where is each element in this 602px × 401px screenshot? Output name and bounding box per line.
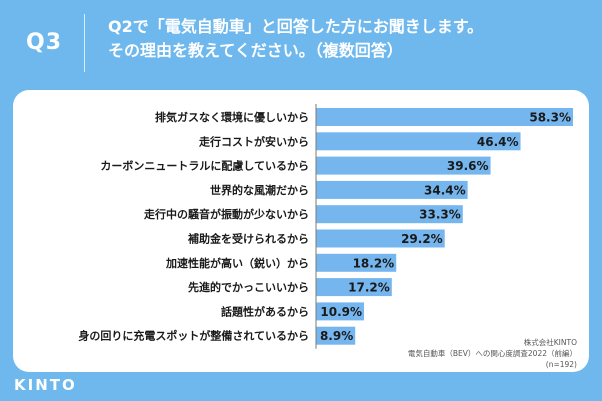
bar-chart: 排気ガスなく環境に優しいから 58.3% 走行コストが安いから 46.4% カーボンニュ… [78, 104, 573, 349]
category-label-7: 加速性能が高い（鋭い）から [165, 256, 309, 270]
value-label-2: 46.4% [477, 135, 519, 149]
source-note: 株式会社KINTO 電気自動車（BEV）への関心度調査2022（前編） (n=1… [408, 337, 577, 370]
category-label-8: 先進的でかっこいいから [188, 280, 309, 294]
value-label-10: 8.9% [320, 329, 353, 343]
bar-5 [316, 205, 463, 224]
category-label-4: 世界的な風潮だから [210, 183, 309, 197]
question-number: Q3 [26, 30, 63, 55]
category-label-5: 走行中の騒音が振動が少ないから [143, 207, 309, 221]
value-label-8: 17.2% [348, 281, 390, 295]
source-sample: (n=192) [545, 360, 577, 369]
bar-4 [316, 180, 468, 199]
bar-9 [316, 302, 365, 321]
bar-7 [316, 253, 397, 272]
bar-10 [316, 326, 356, 345]
category-label-6: 補助金を受けられるから [187, 232, 309, 246]
bar-1 [316, 108, 573, 126]
value-label-7: 18.2% [353, 256, 395, 270]
header-divider [84, 14, 85, 72]
question-title-line-2: その理由を教えてください。（複数回答） [108, 41, 403, 60]
bars-layer: 排気ガスなく環境に優しいから 58.3% 走行コストが安いから 46.4% カーボンニュ… [78, 108, 573, 345]
question-title: Q2で「電気自動車」と回答した方にお聞きします。 その理由を教えてください。（複… [108, 15, 588, 63]
bar-8 [316, 278, 392, 297]
kinto-logo: KINTO [14, 376, 77, 394]
bar-3 [316, 156, 491, 175]
value-label-4: 34.4% [424, 183, 466, 197]
category-label-10: 身の回りに充電スポットが整備されているから [78, 329, 309, 343]
value-label-3: 39.6% [447, 159, 489, 173]
category-label-2: 走行コストが安いから [198, 134, 309, 148]
source-survey: 電気自動車（BEV）への関心度調査2022（前編） [407, 349, 577, 358]
category-label-9: 話題性があるから [221, 304, 309, 318]
category-label-3: カーボンニュートラルに配慮しているから [100, 159, 309, 173]
question-title-line-1: Q2で「電気自動車」と回答した方にお聞きします。 [108, 17, 484, 36]
chart-panel: 排気ガスなく環境に優しいから 58.3% 走行コストが安いから 46.4% カーボンニュ… [13, 90, 589, 372]
value-label-6: 29.2% [401, 232, 443, 246]
value-label-9: 10.9% [320, 305, 362, 319]
header: Q3 Q2で「電気自動車」と回答した方にお聞きします。 その理由を教えてください… [0, 0, 602, 86]
category-label-1: 排気ガスなく環境に優しいから [155, 110, 309, 124]
source-company: 株式会社KINTO [523, 338, 577, 347]
value-label-1: 58.3% [529, 111, 571, 125]
value-label-5: 33.3% [419, 208, 461, 222]
bar-2 [316, 132, 521, 151]
bar-6 [316, 229, 445, 248]
